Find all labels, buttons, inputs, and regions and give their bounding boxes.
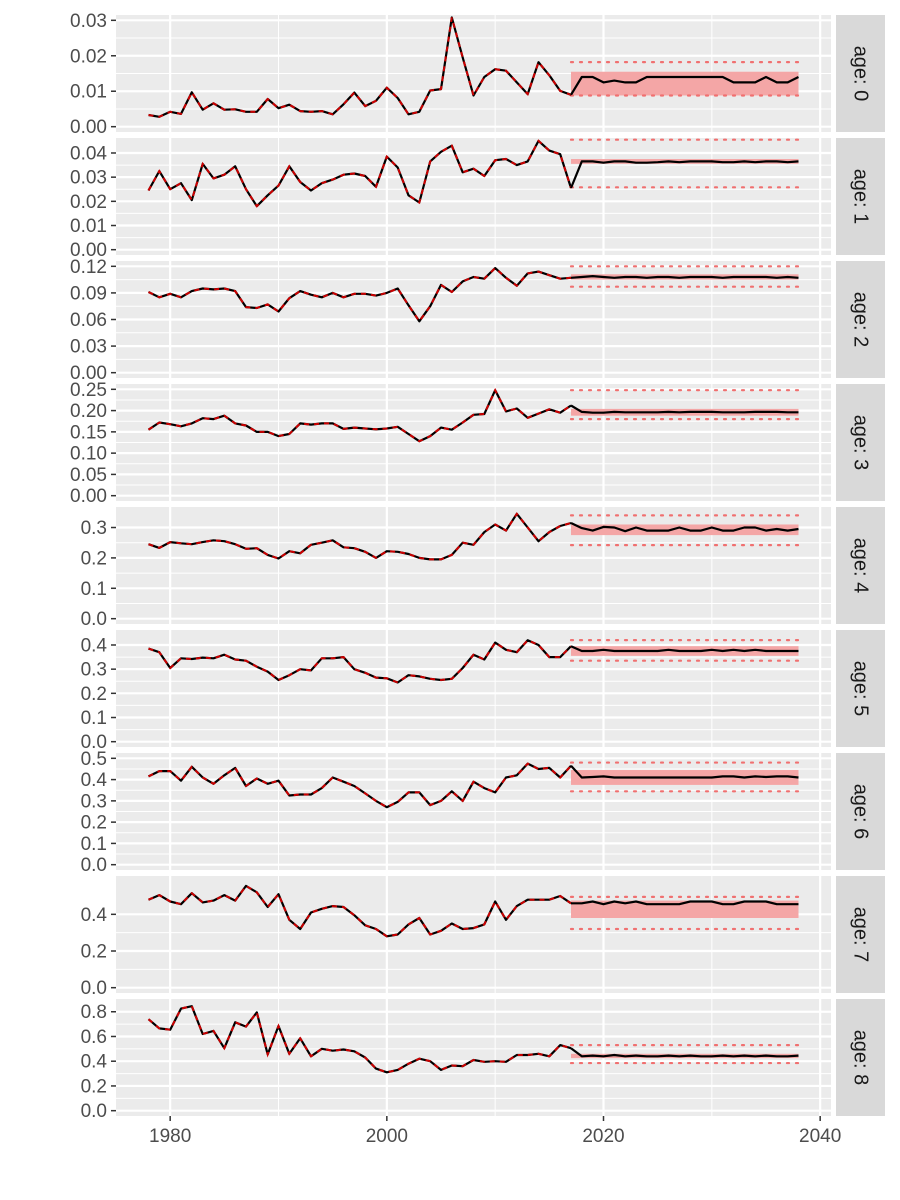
y-tick-label: 0.0 (81, 1101, 107, 1122)
forecast-median-line (570, 1047, 799, 1058)
panel-age-1: 0.00 0.01 0.02 0.03 0.04 age: 1 (70, 138, 885, 261)
y-tick-label: 0.0 (81, 978, 107, 999)
facet-strip (836, 507, 885, 624)
facet-strip-label: age: 7 (850, 907, 872, 963)
y-tick-label: 0.05 (70, 465, 107, 486)
facet-strip-label: age: 6 (850, 784, 872, 840)
y-tick-label: 0.12 (70, 257, 107, 278)
y-tick-label: 0.2 (81, 684, 107, 705)
y-tick-label: 0.20 (70, 401, 107, 422)
y-tick-label: 0.1 (81, 579, 107, 600)
facet-strip (836, 15, 885, 132)
panel-age-4: 0.0 0.1 0.2 0.3 age: 4 (81, 507, 885, 630)
x-tick-label: 2000 (366, 1126, 408, 1147)
y-tick-label: 0.5 (81, 749, 107, 770)
facet-strip (836, 630, 885, 747)
panel-age-2: 0.00 0.03 0.06 0.09 0.12 age: 2 (70, 257, 885, 384)
history-dashed-line (148, 762, 572, 809)
y-tick-label: 0.3 (81, 518, 107, 539)
facet-strip (836, 384, 885, 501)
forecast-median-line (570, 765, 799, 779)
y-tick-label: 0.02 (70, 192, 107, 213)
y-tick-label: 0.00 (70, 486, 107, 507)
y-tick-label: 0.00 (70, 363, 107, 384)
panel-age-3: 0.000.050.100.150.200.25 age: 3 (70, 380, 885, 507)
y-tick-label: 0.03 (70, 168, 107, 189)
forecast-median-line (571, 900, 799, 906)
history-dashed-line (147, 1005, 572, 1074)
history-dashed-line (148, 512, 572, 561)
history-dashed-line (148, 17, 572, 118)
y-tick-label: 0.3 (81, 791, 107, 812)
panel-background (116, 876, 831, 993)
panel-age-5: 0.0 0.1 0.2 0.3 0.4 age: 5 (81, 630, 885, 753)
history-dashed-line (147, 139, 572, 208)
y-tick-label: 0.4 (81, 770, 108, 791)
facet-strip (836, 138, 885, 255)
y-tick-label: 0.8 (81, 1002, 107, 1023)
forecast-band (571, 71, 799, 96)
facet-strip-label: age: 3 (850, 415, 872, 471)
facet-strip-label: age: 1 (850, 169, 872, 225)
y-tick-label: 0.06 (70, 310, 107, 331)
y-tick-label: 0.6 (81, 1027, 107, 1048)
forecast-median-line (570, 75, 799, 96)
x-tick-label: 2020 (582, 1126, 624, 1147)
x-tick-label: 2040 (799, 1126, 841, 1147)
y-tick-label: 0.25 (70, 380, 107, 401)
y-tick-label: 0.2 (81, 813, 107, 834)
history-dashed-line (148, 638, 572, 684)
y-tick-label: 0.2 (81, 942, 107, 963)
forecast-band (571, 900, 799, 918)
y-tick-label: 0.03 (70, 11, 107, 32)
y-tick-label: 0.02 (70, 46, 107, 67)
y-tick-label: 0.09 (70, 283, 107, 304)
y-tick-label: 0.3 (81, 660, 107, 681)
forecast-median-line (570, 522, 799, 533)
facet-strip (836, 876, 885, 993)
facet-strip-label: age: 4 (850, 538, 872, 594)
y-tick-label: 0.4 (81, 1052, 108, 1073)
y-tick-label: 0.10 (70, 444, 107, 465)
history-dashed-line (147, 387, 572, 443)
facet-strip-label: age: 8 (850, 1030, 872, 1086)
y-tick-label: 0.01 (70, 216, 107, 237)
y-tick-label: 0.4 (81, 635, 108, 656)
panel-age-6: 0.00.10.20.30.40.5 age: 6 (81, 749, 885, 876)
history-dashed-line (148, 266, 572, 324)
forecast-median-line (570, 645, 799, 653)
y-tick-label: 0.1 (81, 708, 107, 729)
y-tick-label: 0.04 (70, 143, 107, 164)
y-tick-label: 0.2 (81, 1076, 107, 1097)
facet-strip-label: age: 2 (850, 292, 872, 348)
y-tick-label: 0.0 (81, 855, 107, 876)
panel-age-8: 0.0 0.2 0.4 0.6 0.8 age: 8 (81, 999, 885, 1122)
facet-strip-label: age: 5 (850, 661, 872, 717)
facet-strip (836, 999, 885, 1116)
y-tick-label: 0.00 (70, 117, 107, 138)
panel-age-7: 0.0 0.2 0.4 age: 7 (81, 876, 885, 999)
y-tick-label: 0.15 (70, 422, 107, 443)
forecast-median-line (569, 160, 799, 189)
y-tick-label: 0.00 (70, 240, 107, 261)
y-tick-label: 0.01 (70, 82, 107, 103)
y-tick-label: 0.2 (81, 548, 107, 569)
history-dashed-line (148, 884, 572, 938)
forecast-median-line (570, 404, 799, 414)
panel-age-0: 0.00 0.01 0.02 0.03 age: 0 (70, 11, 885, 138)
x-tick-label: 1980 (149, 1126, 191, 1147)
y-tick-label: 0.4 (81, 905, 108, 926)
facet-strip (836, 753, 885, 870)
y-tick-label: 0.0 (81, 609, 107, 630)
y-tick-label: 0.03 (70, 337, 107, 358)
facet-strip (836, 261, 885, 378)
forecast-median-line (570, 275, 799, 279)
y-tick-label: 0.1 (81, 834, 107, 855)
y-tick-label: 0.0 (81, 732, 107, 753)
facet-strip-label: age: 0 (850, 46, 872, 102)
